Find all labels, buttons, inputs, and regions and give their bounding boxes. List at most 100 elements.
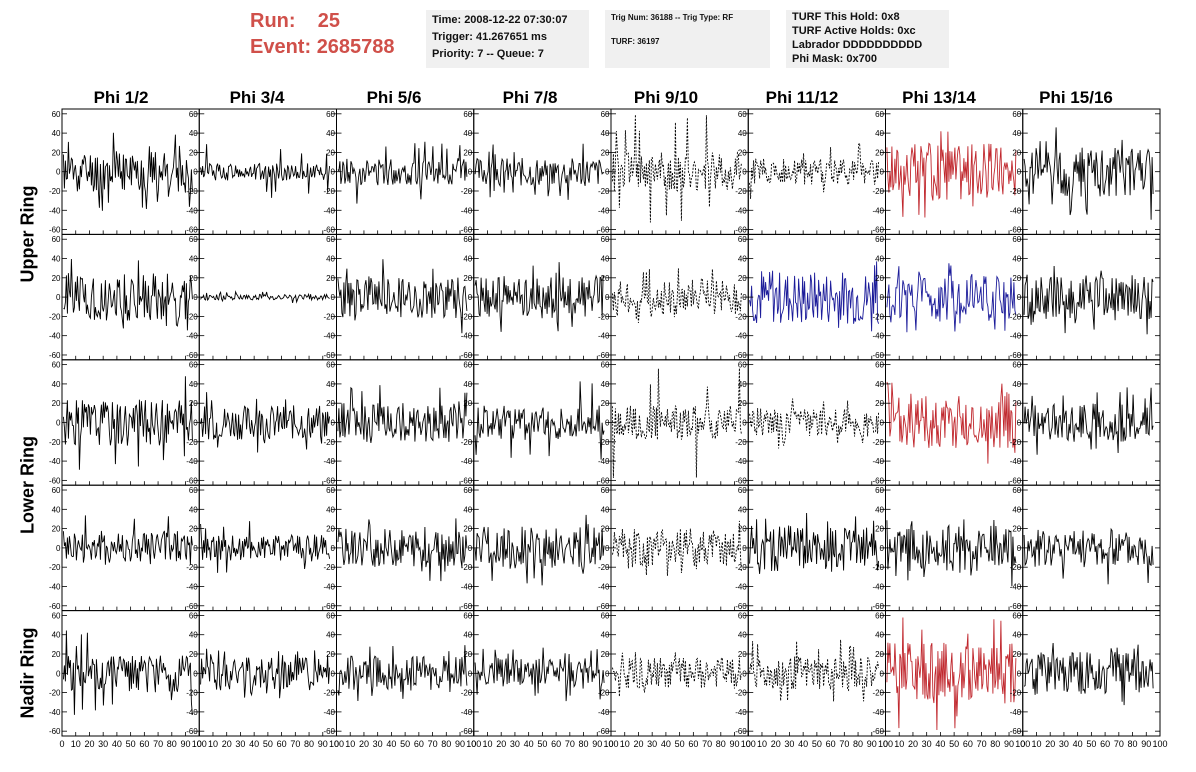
y-tick-label: 0 xyxy=(605,293,610,302)
y-tick-label: 60 xyxy=(52,110,61,119)
y-tick-label: -40 xyxy=(323,206,335,215)
y-tick-label: -60 xyxy=(49,727,61,736)
y-tick-label: 60 xyxy=(1012,611,1021,620)
x-tick-label: 70 xyxy=(290,739,300,749)
waveform-trace-r3-c4 xyxy=(474,381,605,460)
y-tick-label: -20 xyxy=(461,563,473,572)
x-tick-label: 80 xyxy=(579,739,589,749)
y-tick-label: 40 xyxy=(189,255,198,264)
x-tick-label: 40 xyxy=(112,739,122,749)
y-tick-label: -20 xyxy=(598,689,610,698)
y-tick-label: 60 xyxy=(738,235,747,244)
y-tick-label: 40 xyxy=(52,631,61,640)
event-value: 2685788 xyxy=(316,36,395,58)
x-tick-label: 0 xyxy=(1020,739,1025,749)
y-tick-label: -40 xyxy=(186,206,198,215)
waveform-trace-r5-c2 xyxy=(200,648,331,699)
waveform-trace-r1-c8 xyxy=(1023,127,1154,220)
y-tick-label: 0 xyxy=(193,669,198,678)
y-tick-label: -20 xyxy=(1010,438,1022,447)
x-tick-label: 60 xyxy=(963,739,973,749)
y-tick-label: -40 xyxy=(49,582,61,591)
y-tick-label: 60 xyxy=(326,611,335,620)
x-tick-label: 100 xyxy=(1152,739,1167,749)
y-tick-label: 20 xyxy=(601,525,610,534)
x-tick-label: 80 xyxy=(853,739,863,749)
y-tick-label: 40 xyxy=(1012,129,1021,138)
y-tick-label: 40 xyxy=(189,631,198,640)
waveform-trace-r5-c3 xyxy=(337,645,468,702)
y-tick-label: 20 xyxy=(875,650,884,659)
x-tick-label: 0 xyxy=(746,739,751,749)
x-tick-label: 10 xyxy=(71,739,81,749)
y-tick-label: 20 xyxy=(326,148,335,157)
y-tick-label: 60 xyxy=(1012,361,1021,370)
waveform-trace-r3-c8 xyxy=(1023,387,1154,455)
y-tick-label: 60 xyxy=(463,611,472,620)
priority-text: Priority: 7 -- Queue: 7 xyxy=(432,48,544,60)
y-tick-label: 60 xyxy=(463,361,472,370)
y-tick-label: 40 xyxy=(601,129,610,138)
y-tick-label: 20 xyxy=(189,399,198,408)
panel-frame-r3-c5 xyxy=(610,359,749,486)
y-tick-label: 20 xyxy=(875,148,884,157)
y-tick-label: 60 xyxy=(52,361,61,370)
y-tick-label: 60 xyxy=(738,611,747,620)
y-tick-label: 60 xyxy=(189,235,198,244)
y-tick-label: -40 xyxy=(323,708,335,717)
y-tick-label: -20 xyxy=(735,689,747,698)
x-tick-label: 80 xyxy=(1128,739,1138,749)
y-tick-label: -20 xyxy=(598,312,610,321)
x-tick-label: 70 xyxy=(153,739,163,749)
y-tick-label: -60 xyxy=(186,226,198,235)
y-tick-label: 60 xyxy=(326,235,335,244)
y-tick-label: 20 xyxy=(601,650,610,659)
x-tick-label: 0 xyxy=(883,739,888,749)
y-tick-label: 40 xyxy=(189,129,198,138)
y-tick-label: -20 xyxy=(49,312,61,321)
x-tick-label: 40 xyxy=(935,739,945,749)
y-tick-label: 60 xyxy=(1012,235,1021,244)
column-header-phi-13-14: Phi 13/14 xyxy=(902,88,976,107)
y-tick-label: 0 xyxy=(742,544,747,553)
x-tick-label: 100 xyxy=(329,739,344,749)
y-tick-label: -40 xyxy=(461,582,473,591)
waveform-trace-r2-c1 xyxy=(63,258,193,331)
y-tick-label: -40 xyxy=(872,708,884,717)
y-tick-label: 20 xyxy=(463,525,472,534)
y-tick-label: 20 xyxy=(189,650,198,659)
x-tick-label: 10 xyxy=(482,739,492,749)
y-tick-label: -20 xyxy=(735,563,747,572)
y-tick-label: -40 xyxy=(598,582,610,591)
x-tick-label: 30 xyxy=(784,739,794,749)
y-tick-label: -40 xyxy=(49,206,61,215)
y-tick-label: -20 xyxy=(598,563,610,572)
y-tick-label: -60 xyxy=(186,476,198,485)
y-tick-label: 0 xyxy=(331,669,336,678)
y-tick-label: 40 xyxy=(189,505,198,514)
y-tick-label: -20 xyxy=(186,563,198,572)
y-tick-label: -20 xyxy=(461,187,473,196)
waveform-trace-r2-c8 xyxy=(1023,265,1154,335)
waveform-trace-r1-c6 xyxy=(749,141,880,199)
y-tick-label: -60 xyxy=(49,351,61,360)
y-tick-label: 0 xyxy=(880,544,885,553)
y-tick-label: 0 xyxy=(1017,293,1022,302)
y-tick-label: -60 xyxy=(872,476,884,485)
x-tick-label: 40 xyxy=(386,739,396,749)
y-tick-label: 0 xyxy=(468,544,473,553)
y-tick-label: -20 xyxy=(598,187,610,196)
y-tick-label: -60 xyxy=(735,476,747,485)
x-tick-label: 50 xyxy=(126,739,136,749)
y-tick-label: 0 xyxy=(193,544,198,553)
y-tick-label: -60 xyxy=(735,351,747,360)
y-tick-label: 40 xyxy=(601,255,610,264)
x-tick-label: 60 xyxy=(277,739,287,749)
y-tick-label: 60 xyxy=(463,110,472,119)
column-header-phi-3-4: Phi 3/4 xyxy=(229,88,285,107)
y-tick-label: -40 xyxy=(186,457,198,466)
y-tick-label: -20 xyxy=(1010,312,1022,321)
y-tick-label: 60 xyxy=(738,486,747,495)
y-tick-label: 0 xyxy=(468,168,473,177)
y-tick-label: 0 xyxy=(56,544,61,553)
